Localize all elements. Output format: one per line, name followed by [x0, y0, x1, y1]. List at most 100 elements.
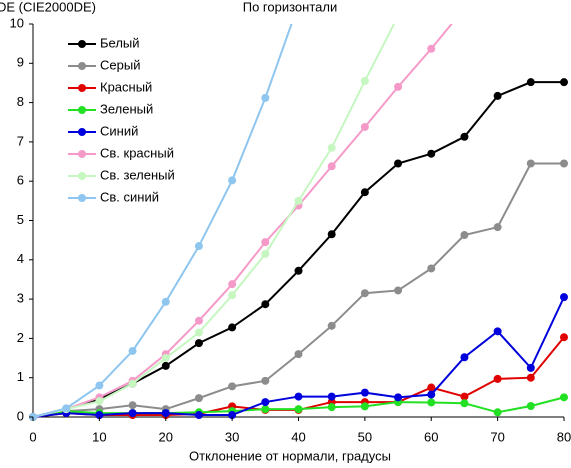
legend-marker	[78, 150, 86, 158]
data-point	[161, 409, 170, 418]
data-point	[95, 411, 104, 420]
data-point	[261, 93, 270, 102]
data-point	[427, 264, 436, 273]
legend-marker	[78, 128, 86, 136]
data-point	[427, 383, 436, 392]
data-point	[194, 339, 203, 348]
chart-title: По горизонтали	[243, 0, 337, 14]
data-point	[261, 238, 270, 247]
data-point	[460, 4, 468, 12]
y-tick-label: 8	[17, 94, 24, 109]
data-point	[161, 354, 170, 363]
data-point	[327, 321, 336, 330]
data-point	[460, 231, 469, 240]
data-point	[194, 328, 203, 337]
data-point	[526, 78, 535, 87]
data-point	[327, 403, 336, 412]
data-point	[460, 353, 469, 362]
y-tick-label: 5	[17, 212, 24, 227]
data-point	[427, 398, 436, 407]
legend-label: Зеленый	[100, 101, 153, 116]
legend-label: Св. красный	[100, 145, 174, 160]
data-point	[394, 286, 403, 295]
data-point	[128, 409, 137, 418]
legend-marker	[78, 106, 86, 114]
y-axis-label: DE (CIE2000DE)	[0, 0, 96, 14]
data-point	[228, 323, 237, 332]
data-point	[427, 149, 436, 158]
data-point	[526, 401, 535, 410]
data-point	[394, 12, 402, 20]
data-point	[62, 404, 71, 413]
data-point	[360, 289, 369, 298]
data-point	[194, 411, 203, 420]
data-point	[261, 376, 270, 385]
data-point	[161, 297, 170, 306]
data-point	[493, 91, 502, 100]
data-point	[560, 293, 568, 302]
data-point	[327, 230, 336, 239]
y-tick-label: 0	[17, 408, 24, 423]
data-point	[360, 76, 369, 85]
data-point	[194, 394, 203, 403]
data-point	[460, 132, 469, 141]
data-point	[493, 327, 502, 336]
y-tick-label: 1	[17, 369, 24, 384]
data-point	[261, 405, 270, 414]
y-tick-label: 9	[17, 55, 24, 70]
data-point	[261, 300, 270, 309]
legend-label: Св. зеленый	[100, 167, 175, 182]
x-tick-label: 50	[358, 429, 372, 444]
data-point	[327, 392, 336, 401]
data-point	[95, 381, 104, 390]
data-point	[394, 159, 403, 168]
legend-marker	[78, 84, 86, 92]
data-point	[228, 176, 237, 185]
series-line	[32, 24, 396, 418]
y-tick-label: 4	[17, 251, 24, 266]
y-tick-label: 2	[17, 330, 24, 345]
x-axis-label: Отклонение от нормали, градусы	[189, 448, 391, 463]
legend-label: Серый	[100, 57, 140, 72]
data-point	[427, 44, 436, 53]
y-tick-label: 7	[17, 133, 24, 148]
data-point	[493, 223, 502, 232]
data-point	[294, 266, 303, 275]
data-point	[394, 393, 403, 402]
plot-area	[29, 4, 568, 421]
data-point	[327, 162, 336, 171]
data-point	[294, 392, 303, 401]
data-point	[128, 379, 137, 388]
data-point	[95, 397, 104, 406]
x-tick-label: 80	[557, 429, 571, 444]
data-point	[360, 388, 369, 397]
x-tick-label: 30	[225, 429, 239, 444]
data-point	[360, 188, 369, 197]
data-point	[228, 382, 237, 391]
data-point	[360, 402, 369, 411]
x-tick-label: 70	[490, 429, 504, 444]
data-point	[261, 398, 270, 407]
x-tick-label: 20	[159, 429, 173, 444]
legend-marker	[78, 194, 86, 202]
data-point	[228, 411, 237, 420]
data-point	[526, 159, 535, 168]
legend-label: Белый	[100, 35, 140, 50]
data-point	[228, 280, 237, 289]
data-point	[128, 346, 137, 355]
data-point	[560, 333, 568, 342]
y-tick-label: 6	[17, 173, 24, 188]
x-tick-label: 0	[29, 429, 36, 444]
data-point	[228, 291, 237, 300]
legend-label: Св. синий	[100, 189, 159, 204]
data-point	[194, 316, 203, 325]
data-point	[560, 78, 568, 87]
data-point	[526, 363, 535, 372]
data-point	[194, 242, 203, 251]
legend-label: Красный	[100, 79, 152, 94]
data-point	[493, 374, 502, 383]
data-point	[526, 373, 535, 382]
series-line	[32, 336, 565, 418]
data-point	[327, 143, 336, 152]
y-tick-label: 10	[10, 15, 24, 30]
